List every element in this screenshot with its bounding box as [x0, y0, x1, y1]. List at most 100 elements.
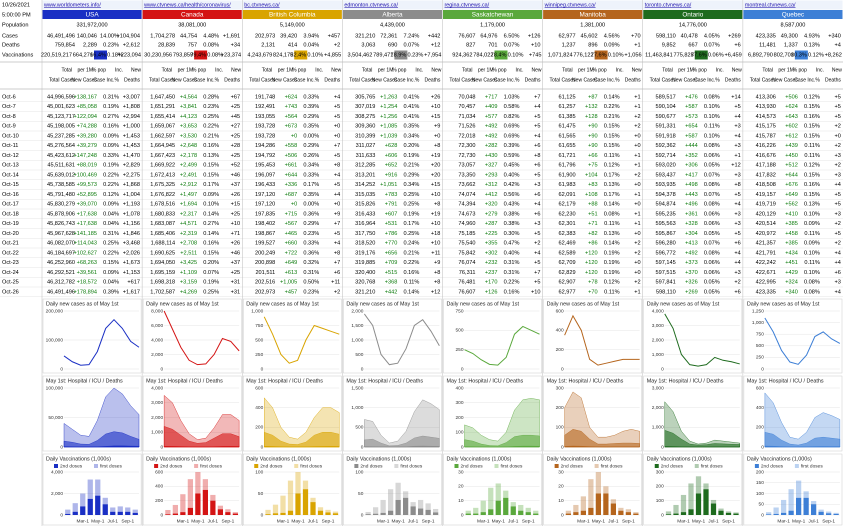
bar-second-dose: [225, 512, 231, 515]
bar-second-dose: [565, 513, 571, 515]
table-cell: 319,885: [355, 260, 375, 266]
bar-second-dose: [165, 514, 171, 515]
region-url[interactable]: bc.ctvnews.ca/: [244, 2, 280, 8]
table-cell: 62,589: [559, 250, 576, 256]
bar-first-dose: [603, 486, 609, 494]
y-tick-label: 2,000: [351, 308, 363, 314]
table-cell: 0.10%: [804, 270, 820, 276]
y-tick-label: 2,000: [652, 405, 664, 411]
table-cell: +1,453: [123, 133, 140, 139]
column-header: New Cases: [672, 77, 698, 83]
bar-second-dose: [395, 499, 401, 515]
table-cell: 0.16%: [504, 289, 520, 295]
table-cell: 596,772: [656, 250, 676, 256]
region-url[interactable]: www.worldometers.info/: [43, 2, 101, 8]
table-cell: +5: [834, 202, 840, 208]
url-cell: [242, 0, 342, 10]
table-cell: +1,868: [123, 182, 140, 188]
column-header: Deaths: [224, 77, 240, 83]
summary-header: Inc.: [215, 67, 223, 73]
table-cell: 45,826,743: [47, 221, 75, 227]
table-cell: 1,651,291: [150, 104, 175, 110]
table-cell: +3,841: [180, 104, 197, 110]
table-cell: +138,167: [74, 94, 98, 100]
bar-first-dose: [633, 512, 639, 514]
cases-summary: 14.00%: [100, 33, 119, 39]
y-tick-label: 500: [355, 352, 363, 358]
y-tick-label: 1,000: [752, 320, 764, 326]
table-cell: +320: [485, 202, 498, 208]
deaths_series-area: [464, 445, 540, 448]
table-cell: 1,694,050: [150, 260, 175, 266]
table-cell: +0: [634, 133, 640, 139]
bar-first-dose: [125, 507, 131, 512]
region-url[interactable]: montreal.ctvnews.ca/: [745, 2, 796, 8]
table-cell: +1,263: [380, 94, 397, 100]
table-cell: 0.25%: [404, 202, 420, 208]
url-cell: [42, 0, 142, 10]
table-cell: 0.19%: [604, 270, 620, 276]
chart-title: May 1st: Hospital / ICU / Deaths: [547, 378, 624, 384]
region-url[interactable]: www.ctvnews.ca/health/coronavirus/: [143, 2, 231, 8]
legend-label: 2nd doses: [661, 463, 684, 469]
y-tick-label: 0: [60, 444, 63, 450]
vacc-summary: 0.08%: [207, 52, 223, 58]
table-cell: +90: [588, 124, 598, 130]
table-cell: 0.21%: [404, 250, 420, 256]
region-url[interactable]: toronto.ctvnews.ca/: [645, 2, 692, 8]
table-cell: +5: [334, 153, 340, 159]
table-cell: 1,672,413: [150, 172, 175, 178]
y-tick-label: 300: [455, 400, 463, 406]
table-cell: +3: [734, 211, 740, 217]
region-url[interactable]: winnipeg.ctvnews.ca/: [544, 2, 596, 8]
table-cell: 316,964: [355, 221, 375, 227]
chart-title: Daily new cases as of May 1st: [46, 301, 119, 307]
bar-first-dose: [488, 487, 494, 510]
table-cell: +429: [785, 270, 798, 276]
table-cell: 46,312,782: [47, 280, 75, 286]
cases-summary: 72,361: [380, 33, 397, 39]
y-tick-label: 0: [561, 512, 564, 518]
table-cell: 595,563: [656, 221, 676, 227]
legend-label: 2nd doses: [761, 463, 784, 469]
legend-swatch: [94, 464, 98, 468]
table-cell: 0.13%: [604, 231, 620, 237]
table-cell: +916: [385, 172, 398, 178]
cases-line: [363, 313, 440, 366]
table-cell: 1,683,087: [150, 221, 175, 227]
table-cell: +2: [634, 280, 640, 286]
bar-second-dose: [272, 513, 279, 515]
y-tick-label: 100,000: [46, 337, 64, 343]
region-url[interactable]: regina.ctvnews.ca/: [445, 2, 490, 8]
row-label: Deaths: [2, 42, 20, 48]
row-date: Oct-18: [2, 211, 19, 217]
table-cell: +304: [685, 231, 698, 237]
column-header: Total Cases: [550, 77, 577, 83]
table-cell: +170: [485, 280, 498, 286]
table-cell: 0.00%: [303, 133, 319, 139]
y-tick-label: 400: [155, 484, 163, 490]
cases-summary: +340: [828, 33, 841, 39]
table-cell: +67: [231, 94, 241, 100]
table-cell: +439: [785, 143, 798, 149]
table-cell: +20: [431, 172, 441, 178]
table-cell: 416,226: [756, 143, 776, 149]
deaths-summary: +1: [634, 42, 640, 48]
table-cell: 0.29%: [303, 114, 319, 120]
table-cell: +4: [334, 241, 340, 247]
region-url[interactable]: edmonton.ctvnews.ca/: [344, 2, 398, 8]
summary-header: % pop: [392, 67, 406, 73]
bar-second-dose: [433, 512, 439, 515]
table-cell: +2,499: [180, 163, 197, 169]
cases-line: [764, 317, 841, 365]
table-cell: 0.50%: [303, 280, 319, 286]
chart-title: May 1st: Hospital / ICU / Deaths: [447, 378, 524, 384]
bar-first-dose: [110, 507, 116, 512]
cases-line: [564, 314, 640, 366]
table-cell: +2: [634, 250, 640, 256]
deaths-summary: 1,337: [784, 42, 798, 48]
table-cell: 419,719: [756, 202, 776, 208]
table-cell: 305,765: [355, 94, 375, 100]
table-cell: +90: [588, 143, 598, 149]
table-cell: +410: [785, 211, 798, 217]
